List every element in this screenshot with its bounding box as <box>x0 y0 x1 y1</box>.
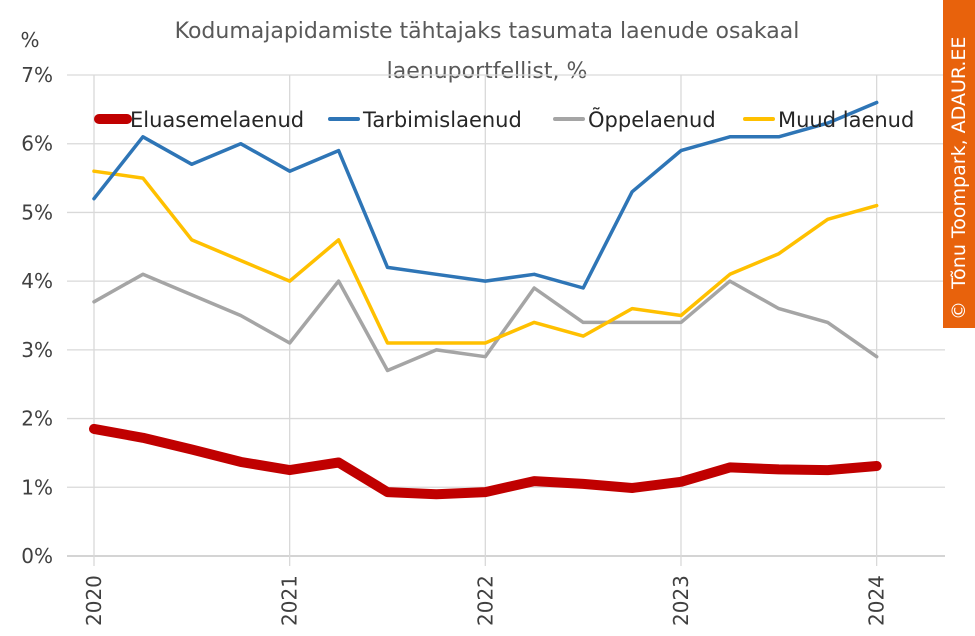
copyright-icon: © <box>948 301 970 320</box>
legend-label: Tarbimislaenud <box>362 108 522 132</box>
x-axis-ticks: 2020 2021 2022 2023 2024 <box>82 575 889 626</box>
y-tick-label: 5% <box>21 200 53 224</box>
y-tick-label: 6% <box>21 132 53 156</box>
legend-item: Õppelaenud <box>553 106 716 132</box>
credit-background <box>943 0 975 328</box>
legend-label: Muud laenud <box>778 108 914 132</box>
y-tick-label: 7% <box>21 63 53 87</box>
y-tick-label: 2% <box>21 407 53 431</box>
series-line-1 <box>92 100 879 290</box>
series-line-3 <box>92 169 879 345</box>
legend-item: Tarbimislaenud <box>328 108 522 132</box>
series-line-0 <box>89 423 882 500</box>
credit-text: © Tõnu Toompark, ADAUR.EE <box>948 37 970 320</box>
credit-label: © Tõnu Toompark, ADAUR.EE <box>943 0 975 328</box>
y-tick-label: 1% <box>21 475 53 499</box>
legend-label: Õppelaenud <box>588 106 716 132</box>
legend-item: Eluasemelaenud <box>94 108 304 132</box>
y-tick-label: 4% <box>21 269 53 293</box>
x-tick-label: 2024 <box>865 575 889 626</box>
legend: Eluasemelaenud Tarbimislaenud Õppelaenud Mu… <box>94 106 914 132</box>
x-tick-label: 2022 <box>473 575 497 626</box>
y-tick-label: 0% <box>21 544 53 568</box>
y-axis-ticks: 0% 1% 2% 3% 4% 5% 6% 7% <box>21 63 53 568</box>
legend-label: Eluasemelaenud <box>130 108 304 132</box>
series-lines <box>89 100 882 500</box>
chart-title-line2: laenuportfellist, % <box>387 59 588 84</box>
y-tick-label: 3% <box>21 338 53 362</box>
credit-author: Tõnu Toompark, ADAUR.EE <box>948 37 970 290</box>
y-axis-unit: % <box>20 28 39 52</box>
x-tick-label: 2021 <box>278 575 302 626</box>
x-tick-label: 2020 <box>82 575 106 626</box>
legend-item: Muud laenud <box>743 108 914 132</box>
series-line-2 <box>92 272 879 373</box>
x-tick-label: 2023 <box>669 575 693 626</box>
chart-title-line1: Kodumajapidamiste tähtajaks tasumata lae… <box>175 19 800 44</box>
